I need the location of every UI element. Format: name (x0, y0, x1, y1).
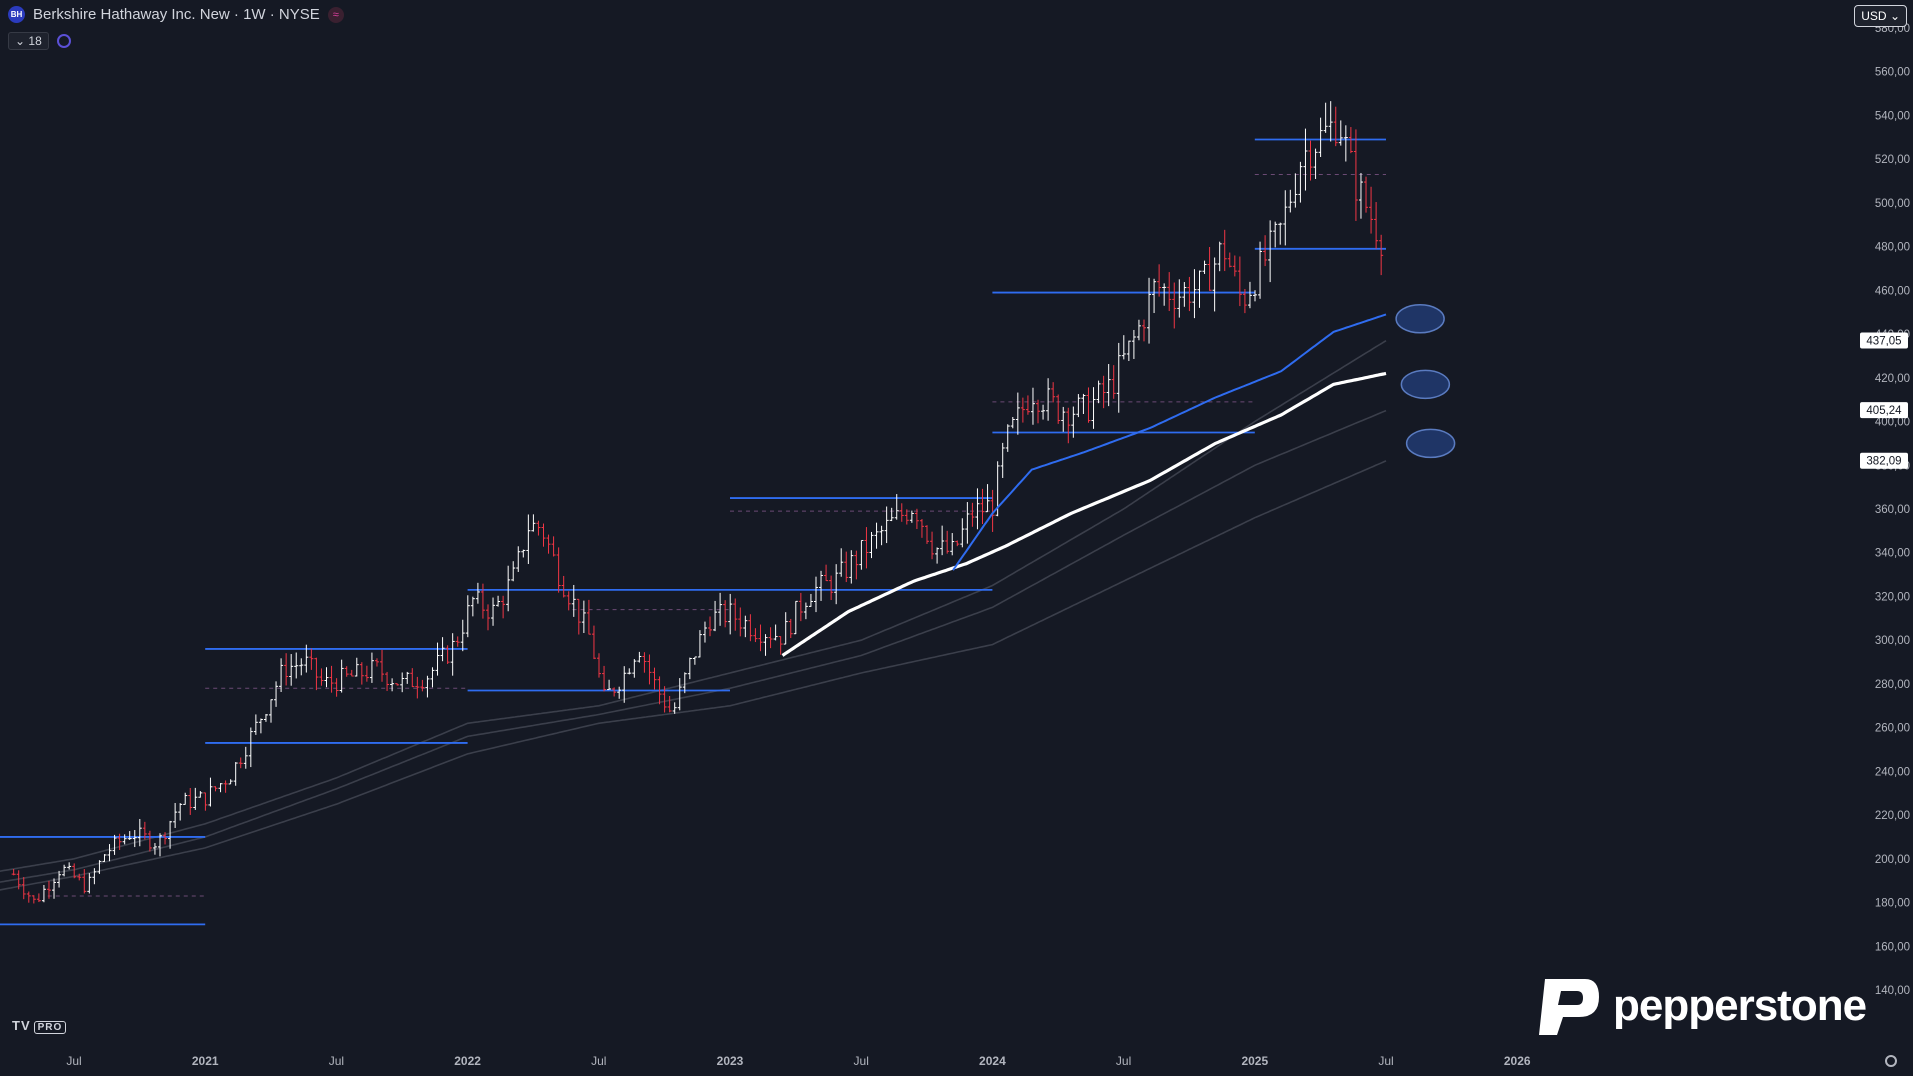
time-tick-label: Jul (1116, 1054, 1131, 1068)
price-tick-label: 520,00 (1875, 154, 1910, 166)
price-label-box (1860, 332, 1908, 349)
price-tick-label: 180,00 (1875, 898, 1910, 910)
price-tick-label: 340,00 (1875, 548, 1910, 560)
pepperstone-logo: pepperstone (1535, 975, 1867, 1037)
indicator-count: 18 (28, 34, 42, 48)
indicator-settings-icon[interactable] (56, 34, 71, 48)
price-tick-label: 200,00 (1875, 854, 1910, 866)
target-marker-ellipse (1395, 304, 1445, 334)
price-tick-label: 280,00 (1875, 679, 1910, 691)
currency-select[interactable]: USD ⌄ (1854, 5, 1907, 27)
target-marker-ellipse (1400, 369, 1451, 400)
time-axis[interactable]: Jul 2021 Jul 2022 Jul 2023 Jul 2024 Jul 2025 Jul 20… (66, 1054, 1531, 1068)
price-tick-label: 260,00 (1875, 723, 1910, 735)
symbol-title[interactable]: Berkshire Hathaway Inc. New · 1W · NYSE (33, 6, 320, 23)
tv-platform: TV (12, 1018, 31, 1033)
band2-line (0, 409, 1387, 883)
price-label-text: 437,05 (1866, 336, 1901, 348)
price-axis[interactable]: 140,00 160,00 180,00 200,00 220,00 240,00 260,… (1860, 23, 1910, 997)
price-tick-label: 400,00 (1875, 417, 1910, 429)
gear-icon[interactable] (1885, 1055, 1897, 1067)
chart-header: BH Berkshire Hathaway Inc. New · 1W · NY… (8, 6, 344, 23)
time-tick-label: Jul (329, 1054, 344, 1068)
price-tick-label: 480,00 (1875, 242, 1910, 254)
price-tick-label: 220,00 (1875, 810, 1910, 822)
band1-line (0, 340, 1387, 872)
symbol-status-icon[interactable]: ≈ (327, 6, 344, 23)
pepperstone-mark-icon (1535, 975, 1601, 1037)
time-tick-label: 2026 (1504, 1054, 1531, 1068)
price-tick-label: 360,00 (1875, 504, 1910, 516)
band3-line (0, 460, 1387, 891)
price-tick-label: 140,00 (1875, 985, 1910, 997)
time-tick-label: 2023 (717, 1054, 744, 1068)
time-tick-label: 2021 (192, 1054, 219, 1068)
candlesticks (11, 101, 1384, 904)
pepperstone-wordmark: pepperstone (1613, 981, 1867, 1030)
price-tick-label: 320,00 (1875, 591, 1910, 603)
target-marker-ellipse (1405, 428, 1456, 459)
time-tick-label: 2022 (454, 1054, 481, 1068)
price-label-box (1860, 452, 1908, 469)
time-tick-label: 2024 (979, 1054, 1006, 1068)
currency-label: USD (1861, 9, 1887, 23)
price-label-text: 405,24 (1866, 405, 1902, 417)
price-label-text: 382,09 (1866, 456, 1901, 468)
time-tick-label: Jul (66, 1054, 81, 1068)
price-tick-label: 560,00 (1875, 67, 1910, 79)
price-tick-label: 540,00 (1875, 110, 1910, 122)
tv-pro-badge: PRO (33, 1021, 67, 1034)
ema-blue-line (952, 313, 1387, 571)
price-tick-label: 240,00 (1875, 766, 1910, 778)
price-tick-label: 420,00 (1875, 373, 1910, 385)
time-tick-label: Jul (591, 1054, 606, 1068)
indicators-toggle-button[interactable]: ⌄ 18 (8, 32, 49, 50)
price-tick-label: 160,00 (1875, 941, 1910, 953)
price-label-box (1860, 402, 1908, 419)
indicator-row: ⌄ 18 (8, 32, 71, 50)
ema-lines (781, 313, 1387, 657)
company-logo-icon: BH (8, 6, 25, 23)
target-markers (1395, 304, 1456, 459)
support-resistance-levels (0, 138, 1386, 926)
moving-average-bands (0, 340, 1387, 891)
time-tick-label: 2025 (1241, 1054, 1268, 1068)
time-tick-label: Jul (1378, 1054, 1393, 1068)
time-tick-label: Jul (854, 1054, 869, 1068)
price-tick-label: 500,00 (1875, 198, 1910, 210)
ema-white-line (781, 371, 1387, 657)
price-tick-label: 460,00 (1875, 285, 1910, 297)
tradingview-logo[interactable]: TV PRO (12, 1018, 67, 1034)
price-tick-label: 300,00 (1875, 635, 1910, 647)
